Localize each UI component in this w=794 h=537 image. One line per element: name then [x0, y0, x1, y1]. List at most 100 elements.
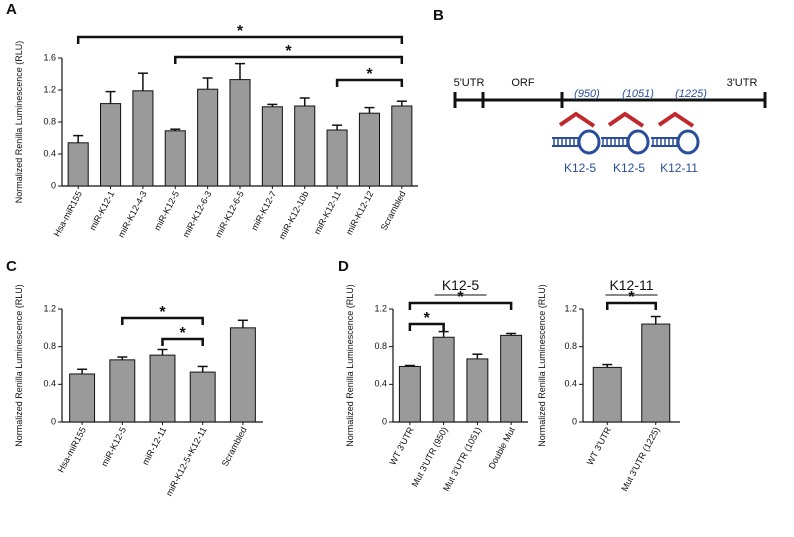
y-tick-label: 1.2: [564, 303, 577, 313]
x-tick-label: miR-K12-1: [87, 189, 116, 232]
bar: [197, 88, 219, 187]
x-tick-label: Hsa-miR155: [56, 425, 88, 474]
significance-star: *: [285, 43, 292, 60]
bar: [229, 79, 251, 187]
y-tick-label: 1.2: [43, 303, 56, 313]
mirna-label: K12-11: [660, 161, 698, 175]
bar: [100, 103, 122, 187]
bar: [189, 371, 216, 423]
y-tick-label: 0: [51, 416, 56, 426]
significance-bracket: [76, 35, 404, 44]
x-tick-label: miR-K12-6-3: [181, 189, 214, 239]
loop: [626, 129, 650, 155]
x-tick-label: miR-12-11: [140, 425, 168, 466]
bar-chart: K12-11 Normalized Renilla Luminescence (R…: [537, 277, 680, 493]
panel-letter: D: [338, 258, 349, 275]
significance-bracket: [121, 316, 204, 325]
significance-star: *: [424, 310, 431, 327]
site-position: (1051): [622, 88, 654, 100]
loop: [676, 129, 700, 155]
bar: [432, 336, 455, 423]
y-axis-label: Normalized Renilla Luminescence (RLU): [14, 284, 24, 447]
seed-chevron: [607, 111, 645, 128]
y-tick-label: 1.6: [43, 52, 56, 62]
significance-star: *: [237, 23, 244, 40]
significance-star: *: [179, 325, 186, 342]
y-axis-label: Normalized Renilla Luminescence (RLU): [537, 284, 547, 447]
x-tick-label: Hsa-miR155: [52, 189, 84, 238]
y-axis-label: Normalized Renilla Luminescence (RLU): [345, 284, 355, 447]
chart-title: K12-11: [609, 277, 653, 293]
bar: [229, 327, 256, 423]
loop: [577, 129, 601, 155]
significance-bracket: [174, 55, 404, 64]
bar: [500, 334, 523, 423]
significance-bracket: [161, 337, 204, 346]
significance-bracket: [606, 301, 657, 310]
x-tick-label: miR-K12-10b: [277, 189, 311, 241]
x-tick-label: miR-K12-5+K12-11: [164, 425, 209, 497]
panel-letter: B: [433, 7, 444, 24]
bar: [326, 129, 348, 187]
bar: [358, 112, 380, 187]
x-tick-label: WT 3'UTR: [387, 425, 416, 467]
mirna-label: K12-5: [564, 161, 596, 175]
seed-chevron: [657, 111, 695, 128]
y-tick-label: 0: [572, 416, 577, 426]
bar: [67, 142, 89, 187]
diagram-b: B 5'UTR ORF 3'UTR (950) (1051) (1225) K1…: [433, 7, 767, 175]
x-tick-label: Double Mut: [487, 425, 518, 471]
x-tick-label: Scrambled: [220, 425, 249, 468]
x-tick-label: miR-K12-5: [152, 189, 181, 232]
y-tick-label: 0: [51, 180, 56, 190]
x-tick-label: Mut 3'UTR (1225): [619, 425, 661, 493]
chart-title: K12-5: [442, 277, 480, 293]
bar: [466, 358, 489, 423]
bar: [391, 105, 413, 187]
x-tick-label: miR-K12-12: [344, 189, 375, 236]
y-tick-label: 0.8: [374, 341, 387, 351]
significance-bracket: [335, 78, 404, 87]
x-tick-label: miR-K12-7: [249, 189, 278, 232]
x-tick-label: WT 3'UTR: [585, 425, 614, 467]
hairpins: [552, 111, 700, 155]
bar-chart: A Normalized Renilla Luminescence (RLU) 0 0…: [6, 1, 418, 241]
significance-star: *: [159, 304, 166, 321]
seed-chevron: [558, 111, 596, 128]
y-tick-label: 0.8: [43, 341, 56, 351]
significance-star: *: [628, 289, 635, 306]
significance-star: *: [366, 66, 373, 83]
significance-bracket: [408, 301, 513, 310]
mirna-label: K12-5: [613, 161, 645, 175]
panel-letter: C: [6, 258, 17, 275]
bar: [641, 323, 671, 423]
x-tick-label: Scrambled: [379, 189, 408, 232]
bar: [164, 130, 186, 187]
bar: [149, 354, 176, 423]
x-tick-label: miR-K12-11: [312, 189, 343, 236]
bar: [294, 105, 316, 187]
bar: [69, 373, 96, 423]
y-tick-label: 0.4: [43, 379, 56, 389]
region-label: ORF: [511, 77, 535, 89]
region-label: 3'UTR: [727, 77, 758, 89]
region-label: 5'UTR: [454, 77, 485, 89]
y-tick-label: 1.2: [374, 303, 387, 313]
y-tick-label: 0.4: [374, 379, 387, 389]
bar: [398, 365, 421, 423]
bar-chart: D K12-5 Normalized Renilla Luminescence (R…: [338, 258, 528, 493]
x-tick-label: miR-K12-4-3: [116, 189, 149, 239]
site-position: (950): [574, 88, 600, 100]
bar: [592, 366, 622, 423]
bar: [132, 90, 154, 187]
site-position: (1225): [675, 88, 707, 100]
x-tick-label: miR-K12-5: [99, 425, 128, 468]
significance-bracket: [408, 322, 445, 331]
bar-chart: C Normalized Renilla Luminescence (RLU) 0 0…: [6, 258, 263, 498]
y-tick-label: 0.4: [564, 379, 577, 389]
x-tick-label: Mut 3'UTR (1051): [441, 425, 483, 493]
bar: [261, 106, 283, 187]
y-axis-label: Normalized Renilla Luminescence (RLU): [14, 41, 24, 204]
y-tick-label: 0: [382, 416, 387, 426]
